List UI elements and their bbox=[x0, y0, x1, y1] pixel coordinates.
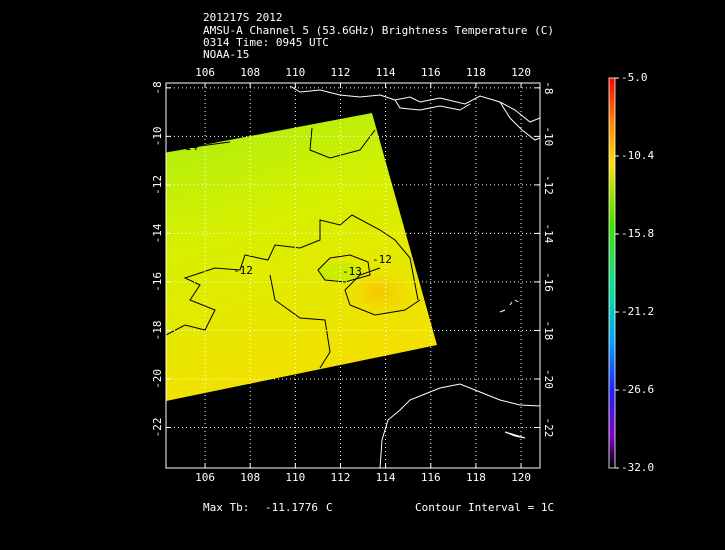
x-tick-label: 118 bbox=[466, 66, 486, 79]
plot-area bbox=[166, 83, 540, 468]
x-tick-label: 114 bbox=[376, 471, 396, 484]
y-tick-label: -20 bbox=[151, 369, 164, 389]
contour-line bbox=[269, 274, 331, 369]
contour-label: -14 bbox=[178, 140, 198, 153]
contour-line bbox=[166, 214, 419, 336]
y-tick-label: -18 bbox=[151, 321, 164, 341]
contour-line bbox=[317, 254, 371, 283]
y-tick-label: -8 bbox=[542, 81, 555, 94]
footer-interval: Contour Interval = 1C bbox=[415, 501, 554, 514]
island bbox=[499, 299, 519, 313]
y-tick-label: -14 bbox=[542, 223, 555, 243]
colorbar-tick-label: -32.0 bbox=[621, 461, 654, 474]
y-tick-label: -22 bbox=[151, 418, 164, 438]
y-tick-label: -8 bbox=[151, 81, 164, 94]
plot-frame bbox=[165, 82, 541, 469]
coastline bbox=[394, 99, 471, 111]
x-tick-label: 110 bbox=[285, 471, 305, 484]
y-tick-label: -18 bbox=[542, 321, 555, 341]
x-tick-label: 106 bbox=[195, 66, 215, 79]
swath bbox=[166, 113, 437, 401]
x-tick-label: 114 bbox=[376, 66, 396, 79]
y-tick-label: -14 bbox=[151, 223, 164, 243]
header-line: AMSU-A Channel 5 (53.6GHz) Brightness Te… bbox=[203, 24, 554, 37]
y-tick-label: -16 bbox=[151, 272, 164, 292]
y-tick-label: -12 bbox=[542, 175, 555, 195]
y-tick-label: -12 bbox=[151, 175, 164, 195]
header-line: NOAA-15 bbox=[203, 48, 249, 61]
contour-label: -12 bbox=[233, 264, 253, 277]
contour-label: -13 bbox=[342, 265, 362, 278]
x-tick-label: 120 bbox=[511, 66, 531, 79]
colorbar-tick-label: -15.8 bbox=[621, 227, 654, 240]
y-tick-label: -20 bbox=[542, 369, 555, 389]
footer-unit: C bbox=[326, 501, 333, 514]
contour-line bbox=[166, 127, 376, 159]
x-tick-label: 112 bbox=[331, 471, 351, 484]
y-tick-label: -10 bbox=[151, 126, 164, 146]
x-tick-label: 108 bbox=[240, 471, 260, 484]
colorbar-tick-label: -21.2 bbox=[621, 305, 654, 318]
x-tick-label: 116 bbox=[421, 66, 441, 79]
footer-label: Max Tb: bbox=[203, 501, 249, 514]
colorbar-tick-label: -10.4 bbox=[621, 149, 654, 162]
x-tick-label: 112 bbox=[331, 66, 351, 79]
colorbar-tick-label: -26.6 bbox=[621, 383, 654, 396]
colorbar-tick-label: -5.0 bbox=[621, 71, 648, 84]
x-tick-label: 106 bbox=[195, 471, 215, 484]
coastline bbox=[499, 101, 540, 141]
x-tick-label: 118 bbox=[466, 471, 486, 484]
header-line: 0314 Time: 0945 UTC bbox=[203, 36, 329, 49]
coastline bbox=[379, 383, 540, 468]
contour-label: -12 bbox=[372, 253, 392, 266]
footer-value: -11.1776 bbox=[265, 501, 318, 514]
y-tick-label: -16 bbox=[542, 272, 555, 292]
x-tick-label: 108 bbox=[240, 66, 260, 79]
x-tick-label: 110 bbox=[285, 66, 305, 79]
colorbar bbox=[608, 77, 616, 469]
y-tick-label: -10 bbox=[542, 126, 555, 146]
x-tick-label: 116 bbox=[421, 471, 441, 484]
header-line: 201217S 2012 bbox=[203, 11, 282, 24]
island bbox=[504, 431, 526, 439]
x-tick-label: 120 bbox=[511, 471, 531, 484]
contour-line bbox=[344, 267, 421, 316]
coastline bbox=[289, 85, 540, 123]
y-tick-label: -22 bbox=[542, 418, 555, 438]
